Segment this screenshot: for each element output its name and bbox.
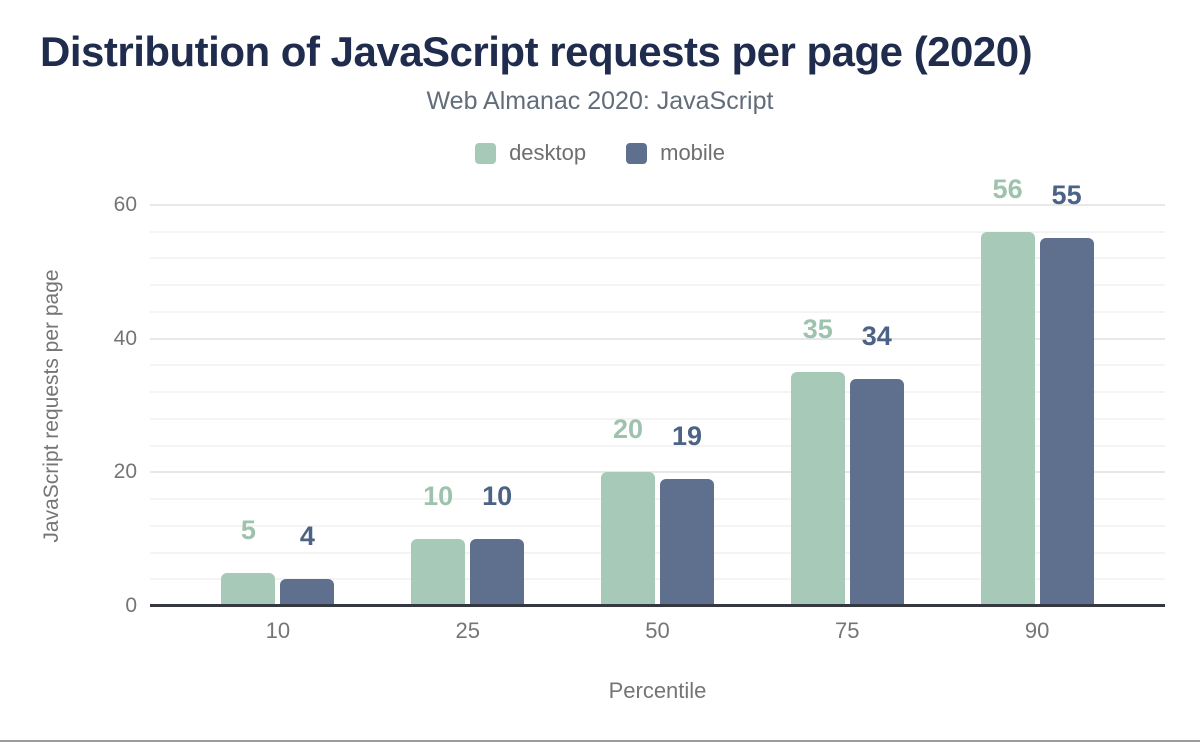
legend: desktop mobile (0, 140, 1200, 166)
bar-value-label-mobile-p50: 19 (671, 421, 703, 452)
y-tick-label: 20 (113, 460, 137, 484)
bar-desktop-p90[interactable] (980, 231, 1035, 606)
minor-gridline (150, 578, 1165, 581)
bar-mobile-p50[interactable] (659, 479, 714, 606)
x-tick-label: 10 (265, 618, 291, 643)
minor-gridline (150, 498, 1165, 501)
y-tick-label: 0 (125, 594, 137, 617)
y-axis-title: JavaScript requests per page (40, 269, 63, 543)
plot-area: 5 4 10 10 20 19 35 34 56 55 (150, 175, 1165, 607)
bar-column-mobile-p50: 19 (659, 205, 714, 606)
legend-item-desktop[interactable]: desktop (475, 140, 586, 166)
bars-area: 5 4 10 10 20 19 35 34 56 55 (183, 175, 1132, 606)
bar-value-label-desktop-p90: 56 (992, 173, 1023, 204)
minor-gridline (150, 284, 1165, 287)
bar-group-p50: 20 19 (563, 205, 753, 606)
y-tick-label: 40 (113, 326, 137, 350)
bar-column-mobile-p75: 34 (849, 205, 904, 606)
bar-group-p90: 56 55 (942, 175, 1132, 606)
bar-group-p25: 10 10 (373, 205, 563, 606)
bar-mobile-p90[interactable] (1039, 238, 1094, 606)
bar-value-label-mobile-p90: 55 (1051, 180, 1082, 211)
x-tick-label: 90 (1024, 618, 1050, 643)
bar-value-label-desktop-p10: 5 (240, 514, 256, 545)
bar-mobile-p25[interactable] (470, 539, 525, 606)
bar-desktop-p25[interactable] (411, 539, 466, 606)
legend-item-mobile[interactable]: mobile (626, 140, 725, 166)
minor-gridline (150, 257, 1165, 260)
legend-label-desktop: desktop (509, 140, 587, 165)
bar-value-label-desktop-p75: 35 (802, 314, 833, 345)
chart-subtitle: Web Almanac 2020: JavaScript (426, 87, 774, 115)
bar-column-mobile-p10: 4 (280, 205, 335, 606)
x-axis-tick-labels: 10 25 50 75 90 (183, 618, 1132, 644)
bar-column-mobile-p90: 55 (1039, 182, 1094, 606)
minor-gridline (150, 364, 1165, 367)
x-axis-title: Percentile (608, 678, 707, 703)
mobile-series-swatch-icon (626, 142, 648, 164)
bar-desktop-p75[interactable] (790, 372, 845, 606)
minor-gridline (150, 391, 1165, 394)
bar-column-desktop-p25: 10 (411, 205, 466, 606)
bar-column-desktop-p10: 5 (221, 205, 276, 606)
major-gridline (150, 337, 1165, 340)
major-gridline (150, 471, 1165, 474)
bar-desktop-p10[interactable] (221, 572, 276, 606)
x-axis-line (150, 604, 1165, 607)
minor-gridline (150, 444, 1165, 447)
major-gridline (150, 204, 1165, 206)
x-tick-label: 50 (645, 618, 670, 643)
bar-column-mobile-p25: 10 (470, 205, 525, 606)
bar-group-p75: 35 34 (752, 205, 942, 606)
desktop-series-swatch-icon (475, 142, 497, 164)
bar-mobile-p10[interactable] (280, 579, 335, 606)
y-tick-label: 60 (113, 193, 137, 216)
bar-column-desktop-p90: 56 (980, 175, 1035, 606)
minor-gridline (150, 310, 1165, 313)
minor-gridline (150, 551, 1165, 554)
bar-desktop-p50[interactable] (600, 472, 655, 606)
minor-gridline (150, 417, 1165, 420)
legend-label-mobile: mobile (660, 140, 725, 165)
bar-value-label-mobile-p25: 10 (482, 481, 513, 512)
bar-value-label-mobile-p75: 34 (861, 320, 892, 351)
minor-gridline (150, 524, 1165, 527)
bar-value-label-mobile-p10: 4 (299, 521, 315, 552)
bar-value-label-desktop-p25: 10 (423, 481, 454, 512)
bar-mobile-p75[interactable] (849, 378, 904, 606)
bar-column-desktop-p50: 20 (600, 205, 655, 606)
x-tick-label: 75 (835, 618, 860, 643)
minor-gridline (150, 230, 1165, 233)
bar-value-label-desktop-p50: 20 (612, 414, 644, 445)
chart-title: Distribution of JavaScript requests per … (40, 28, 1033, 75)
x-tick-label: 25 (455, 618, 480, 643)
bar-column-desktop-p75: 35 (790, 205, 845, 606)
